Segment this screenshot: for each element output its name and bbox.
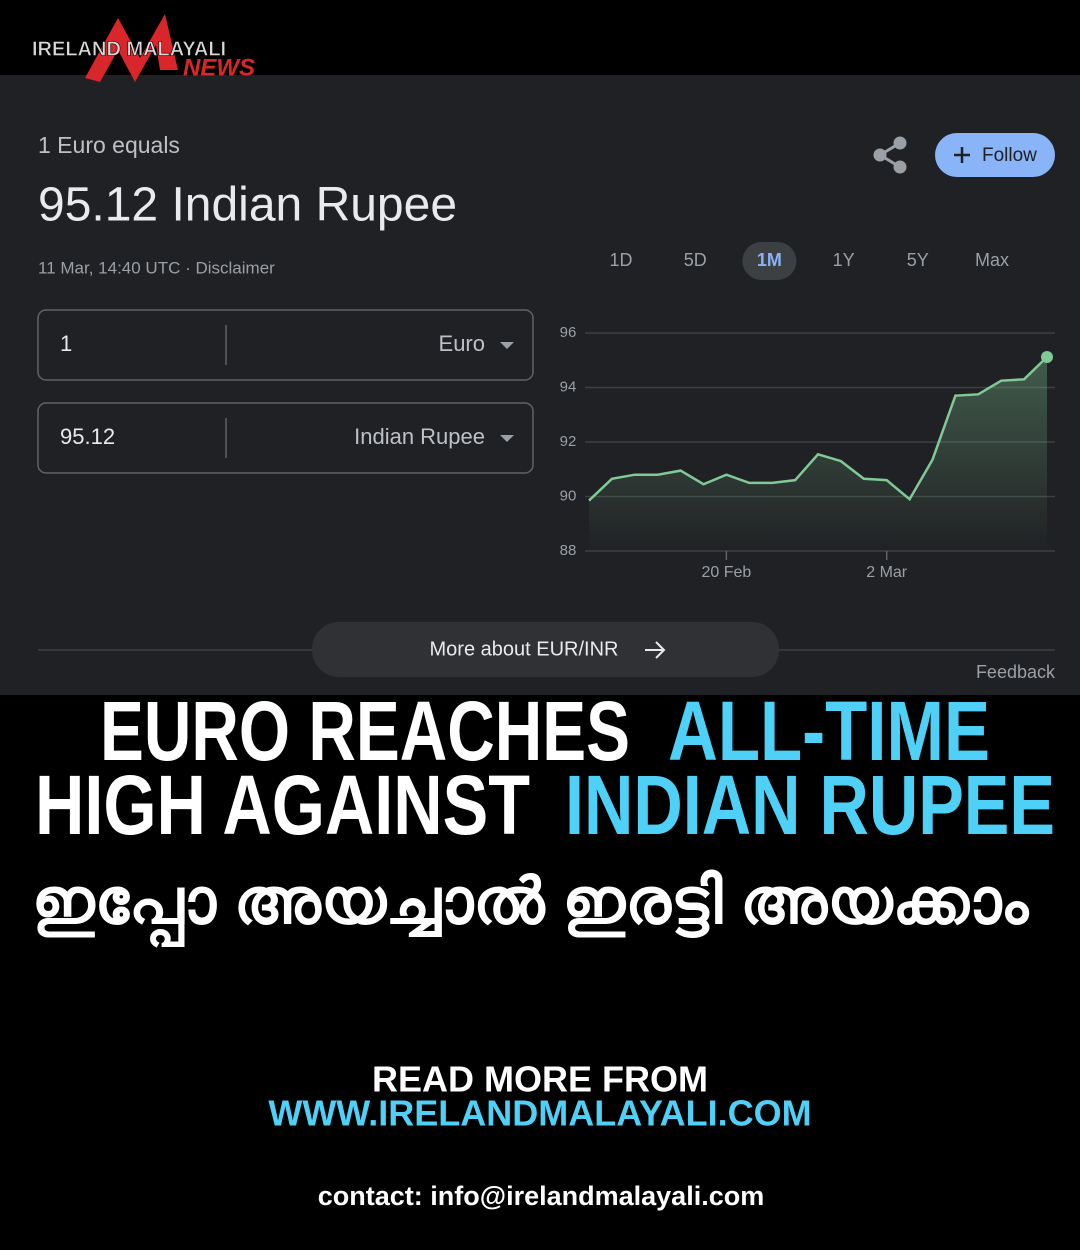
x-tick-label: 2 Mar: [866, 564, 908, 581]
website[interactable]: WWW.IRELANDMALAYALI.COM: [268, 1093, 811, 1134]
arrow-icon: [645, 641, 666, 659]
converter-box[interactable]: [37, 309, 534, 381]
logo-news: NEWS: [183, 54, 255, 81]
plus-icon: [954, 147, 970, 163]
subheadline: ഇപ്പോ അയച്ചാൽ ഇരട്ടി അയക്കാം: [32, 865, 1030, 949]
range-button[interactable]: 5Y: [907, 250, 929, 270]
more-label[interactable]: More about EUR/INR: [430, 638, 619, 660]
feedback-link[interactable]: Feedback: [976, 662, 1056, 682]
y-tick-label: 94: [560, 378, 577, 395]
logo-mark: [85, 14, 178, 82]
read-more: READ MORE FROM: [372, 1059, 708, 1100]
share-icon[interactable]: [873, 136, 907, 174]
y-tick-label: 96: [560, 324, 577, 341]
y-tick-label: 90: [560, 487, 577, 504]
x-tick-label: 20 Feb: [701, 564, 751, 581]
converter-box[interactable]: [37, 402, 534, 474]
currency[interactable]: Euro: [439, 331, 485, 356]
rate-label: 1 Euro equals: [38, 132, 180, 158]
range-button[interactable]: Max: [975, 250, 1009, 270]
amount[interactable]: 1: [60, 331, 72, 356]
line: [588, 356, 1048, 502]
share-dot: [873, 148, 887, 162]
dropdown-caret: [500, 435, 514, 442]
contact: contact: info@irelandmalayali.com: [318, 1181, 764, 1211]
headline: ALL-TIME: [668, 684, 990, 778]
timestamp[interactable]: 11 Mar, 14:40 UTC · Disclaimer: [38, 258, 275, 277]
range-button[interactable]: 1M: [757, 250, 782, 270]
y-tick-label: 88: [560, 542, 577, 559]
logo-text: IRELAND MALAYALI: [32, 38, 226, 60]
headline: EURO REACHES: [100, 684, 630, 778]
headline: HIGH AGAINST: [35, 758, 530, 852]
rate-value: 95.12 Indian Rupee: [38, 179, 457, 232]
headline: INDIAN RUPEE: [565, 758, 1055, 852]
share-dot: [893, 136, 907, 150]
more-button[interactable]: [312, 622, 779, 677]
dropdown-caret: [500, 342, 514, 349]
y-tick-label: 92: [560, 433, 577, 450]
last-point: [1041, 350, 1053, 363]
widget-panel: [0, 75, 1080, 695]
area: [589, 356, 1047, 551]
follow-label[interactable]: Follow: [982, 145, 1037, 166]
range-active: [742, 242, 797, 280]
follow-button[interactable]: [935, 133, 1055, 177]
range-button[interactable]: 5D: [684, 250, 707, 270]
range-button[interactable]: 1Y: [833, 250, 855, 270]
range-button[interactable]: 1D: [609, 250, 632, 270]
amount[interactable]: 95.12: [60, 424, 115, 449]
share-dot: [893, 160, 907, 174]
currency[interactable]: Indian Rupee: [354, 424, 485, 449]
